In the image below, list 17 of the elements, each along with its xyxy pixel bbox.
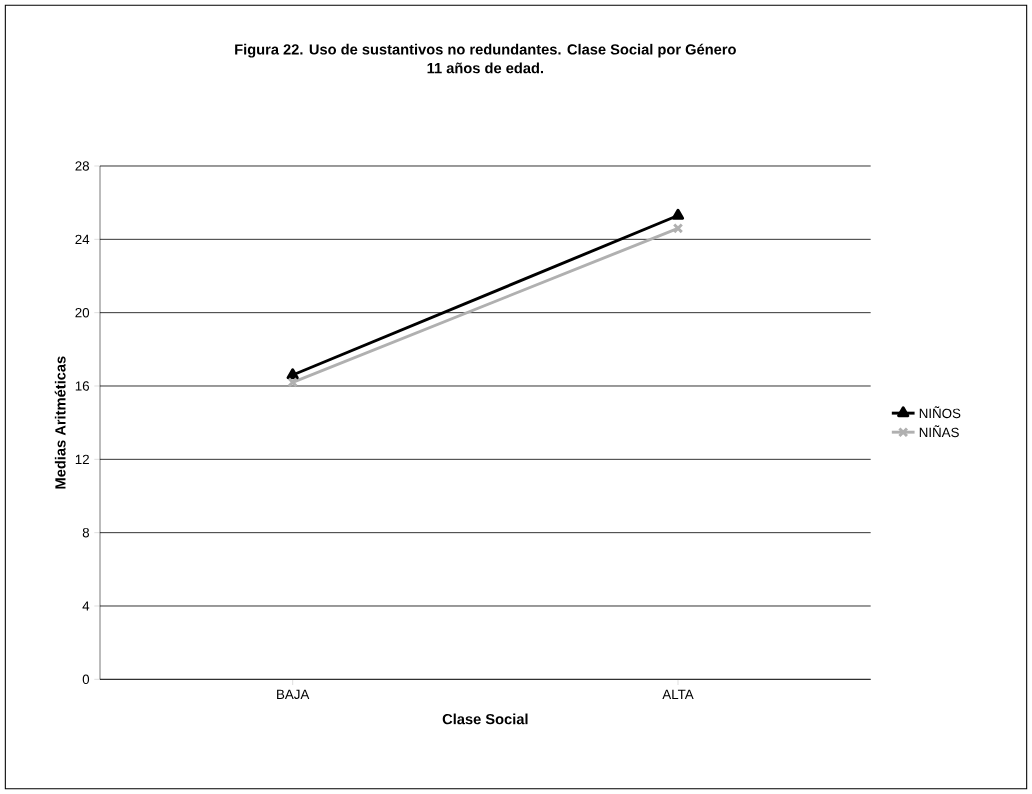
y-tick-label: 16 (75, 381, 90, 391)
x-tick-label: ALTA (662, 689, 694, 699)
y-tick-label: 20 (75, 307, 90, 318)
y-tick-label: 24 (75, 234, 90, 244)
point (672, 223, 684, 234)
y-tick-label: 8 (82, 527, 90, 538)
y-axis-title: Medias Aritméticas (54, 356, 66, 489)
y-tick-label: 12 (75, 454, 89, 464)
legend-label: NIÑOS (919, 406, 961, 419)
point (287, 377, 298, 388)
legend-label: NIÑAS (919, 425, 959, 438)
y-tick-label: 4 (82, 601, 90, 611)
chart-title: Figura 22. Uso de sustantivos no redundantes. Clase Social por Género 11 años de edad. (235, 43, 736, 74)
x-axis-title: Clase Social (442, 713, 528, 725)
y-tick-label: 0 (82, 674, 90, 685)
x-tick-label: BAJA (277, 689, 310, 700)
y-tick-label: 28 (75, 161, 90, 171)
